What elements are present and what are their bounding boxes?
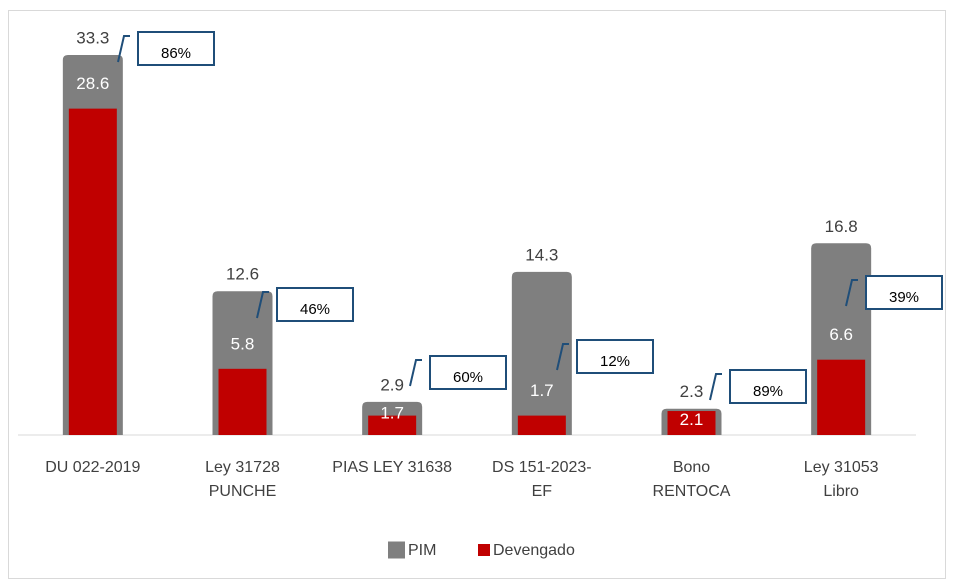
- devengado-bar: [368, 415, 417, 435]
- legend-label: PIM: [408, 542, 436, 559]
- percent-box: [865, 275, 943, 310]
- percent-box: [429, 355, 507, 390]
- x-tick-label: RENTOCA: [653, 483, 731, 500]
- percent-label: 89%: [753, 383, 783, 400]
- x-tick-label: Ley 31053: [804, 459, 879, 476]
- devengado-label: 1.7: [530, 381, 554, 400]
- devengado-label: 28.6: [76, 74, 109, 93]
- pim-label: 16.8: [825, 217, 858, 236]
- x-tick-label: EF: [532, 483, 553, 500]
- chart-border: [8, 10, 946, 579]
- pim-label: 33.3: [76, 28, 109, 47]
- callout-line: [117, 35, 130, 63]
- x-tick-label: DS 151-2023-: [492, 459, 592, 476]
- pim-label: 14.3: [525, 245, 558, 264]
- callout-line: [256, 291, 269, 319]
- legend-swatch: [478, 544, 490, 556]
- pim-bar: [511, 271, 572, 435]
- legend-label: Devengado: [493, 542, 575, 559]
- x-tick-label: Ley 31728: [205, 459, 280, 476]
- devengado-bar: [68, 108, 117, 435]
- devengado-bar: [517, 415, 566, 435]
- devengado-label: 6.6: [829, 325, 853, 344]
- pim-label: 2.9: [380, 375, 404, 394]
- percent-box: [576, 339, 654, 374]
- devengado-label: 5.8: [231, 334, 255, 353]
- x-tick-label: PUNCHE: [209, 483, 277, 500]
- percent-label: 60%: [453, 369, 483, 386]
- percent-label: 46%: [300, 301, 330, 318]
- callout-line: [845, 279, 858, 307]
- devengado-label: 2.1: [680, 410, 704, 429]
- percent-label: 12%: [600, 353, 630, 370]
- callout-line: [709, 373, 722, 401]
- percent-label: 86%: [161, 45, 191, 62]
- devengado-bar: [817, 359, 866, 435]
- percent-label: 39%: [889, 289, 919, 306]
- pim-label: 12.6: [226, 265, 259, 284]
- callout-line: [556, 343, 569, 371]
- x-tick-label: Bono: [673, 459, 710, 476]
- x-tick-label: DU 022-2019: [45, 459, 140, 476]
- percent-box: [137, 31, 215, 66]
- devengado-bar: [218, 368, 267, 435]
- callout-line: [409, 359, 422, 387]
- devengado-bar: [667, 411, 716, 435]
- pim-label: 2.3: [680, 382, 704, 401]
- legend-swatch: [388, 541, 405, 559]
- x-tick-label: Libro: [823, 483, 859, 500]
- percent-box: [729, 369, 807, 404]
- x-tick-label: PIAS LEY 31638: [332, 459, 452, 476]
- percent-box: [276, 287, 354, 322]
- devengado-label: 1.7: [380, 403, 404, 422]
